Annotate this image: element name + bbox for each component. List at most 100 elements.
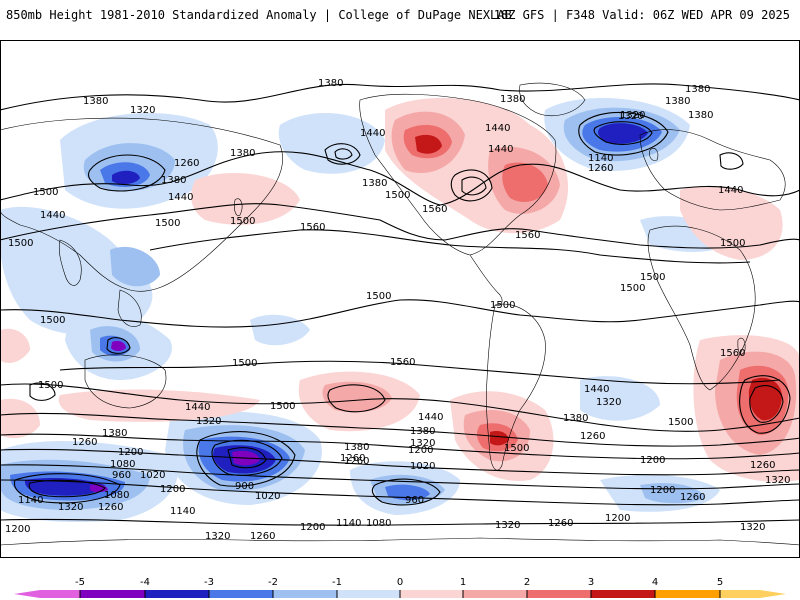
colorbar-tick-label: 3 <box>588 577 594 588</box>
colorbar-tick-label: 5 <box>717 577 723 588</box>
contour-label: 1020 <box>140 470 165 481</box>
pos3-s-america <box>490 430 509 446</box>
colorbar-seg <box>591 590 655 598</box>
colorbar-seg <box>527 590 591 598</box>
contour-low-siberia <box>87 154 166 192</box>
contour-1380-n <box>0 83 800 111</box>
contour-label: 1380 <box>500 94 525 105</box>
contour-label: 1260 <box>250 531 275 542</box>
colorbar-arrow-left <box>14 590 40 598</box>
pos-anomaly-w-edge <box>0 328 30 363</box>
contour-1320-s <box>0 448 800 476</box>
contour-label: 1200 <box>300 522 325 533</box>
contour-label: 1560 <box>720 348 745 359</box>
contour-label: 1440 <box>360 128 385 139</box>
contour-high-indian-n <box>29 382 56 401</box>
contour-label: 1020 <box>255 491 280 502</box>
contour-label: 1080 <box>366 518 391 529</box>
contour-label: 1440 <box>485 123 510 134</box>
pos-anomaly-s-belt <box>58 389 260 422</box>
contour-label: 1500 <box>38 380 63 391</box>
map-header: 850mb Height 1981-2010 Standardized Anom… <box>0 0 800 30</box>
coast-central-america <box>469 254 503 307</box>
contour-label: 1200 <box>118 447 143 458</box>
colorbar-ticks <box>79 590 721 598</box>
pos-anomaly-w-europe <box>680 186 783 260</box>
neg5-indonesia <box>111 340 126 351</box>
contour-1320-polar <box>0 518 800 526</box>
contour-low-s-east <box>371 478 441 506</box>
coast-se-asia <box>117 289 142 327</box>
coast-madagascar <box>737 337 746 355</box>
contour-label: 1080 <box>110 459 135 470</box>
colorbar-seg <box>337 590 400 598</box>
contour-low-s-central <box>196 431 296 487</box>
contour-low-pacific-2 <box>334 148 353 160</box>
contour-label: 1380 <box>161 175 186 186</box>
contour-1200-s <box>0 479 800 506</box>
coast-india <box>58 239 82 286</box>
contour-label: 1260 <box>588 163 613 174</box>
contour-label: 1500 <box>155 218 180 229</box>
contour-label: 1320 <box>765 475 790 486</box>
contour-label: 1200 <box>160 484 185 495</box>
colorbar-tick-label: -5 <box>75 577 85 588</box>
contour-1440-s <box>0 412 800 447</box>
contour-label: 1380 <box>688 110 713 121</box>
colorbar-tick-label: 1 <box>460 577 466 588</box>
contour-label: 1140 <box>588 153 613 164</box>
contour-label: 1500 <box>230 216 255 227</box>
coast-greenland <box>519 82 586 116</box>
contour-label: 1500 <box>385 190 410 201</box>
contour-label: 1320 <box>596 397 621 408</box>
colorbar-seg <box>400 590 463 598</box>
contour-label: 1440 <box>488 144 513 155</box>
contour-label: 1560 <box>300 222 325 233</box>
colorbar-tick-label: -2 <box>268 577 278 588</box>
contour-label: 1500 <box>668 417 693 428</box>
colorbar-seg <box>655 590 720 598</box>
contour-label: 1560 <box>390 357 415 368</box>
anomaly-map: 1380 1380 1320 1260 1380 1380 1500 1440 … <box>0 40 800 558</box>
contour-label: 1500 <box>232 358 257 369</box>
contour-label: 1440 <box>168 192 193 203</box>
contour-label: 1260 <box>680 492 705 503</box>
contour-label: 1260 <box>344 456 369 467</box>
contour-label: 1020 <box>410 461 435 472</box>
colorbar-seg <box>145 590 209 598</box>
contour-label: 1500 <box>620 283 645 294</box>
contour-high-s-indian-2 <box>749 385 784 423</box>
contour-label: 1260 <box>580 431 605 442</box>
neg-anomaly-pacific-n <box>278 113 385 174</box>
coast-africa <box>647 225 756 391</box>
coast-asia <box>0 117 283 292</box>
neg4-n-atlantic <box>598 123 648 144</box>
contour-label: 1380 <box>83 96 108 107</box>
contour-label: 1320 <box>620 110 645 121</box>
height-contours <box>0 83 800 526</box>
coast-n-america <box>359 93 557 256</box>
contour-label: 1440 <box>185 402 210 413</box>
coast-s-america <box>486 303 546 471</box>
neg5-southern-w <box>90 484 108 493</box>
contour-label: 1320 <box>205 531 230 542</box>
contour-label: 1500 <box>504 443 529 454</box>
contour-low-s-central-3 <box>227 447 267 469</box>
colorbar-tick-label: 2 <box>524 577 530 588</box>
pos-anomaly-nw-pac <box>191 172 300 225</box>
contour-high-s-indian <box>739 375 791 434</box>
contour-label: 1500 <box>640 272 665 283</box>
contour-low-n-atlantic-2 <box>593 121 653 145</box>
coast-japan <box>234 198 243 216</box>
contour-label: 1140 <box>336 518 361 529</box>
contour-label: 1200 <box>5 524 30 535</box>
contour-label: 1260 <box>548 518 573 529</box>
neg-anomaly-asia-west <box>0 206 153 335</box>
pos3-s-indian <box>748 377 782 421</box>
contour-label: 1320 <box>196 416 221 427</box>
contour-label: 1380 <box>665 96 690 107</box>
contour-1560-n <box>149 229 751 264</box>
contour-label: 1500 <box>366 291 391 302</box>
contour-labels: 1380 1380 1320 1260 1380 1380 1500 1440 … <box>5 78 790 542</box>
colorbar-arrow-right <box>760 590 786 598</box>
